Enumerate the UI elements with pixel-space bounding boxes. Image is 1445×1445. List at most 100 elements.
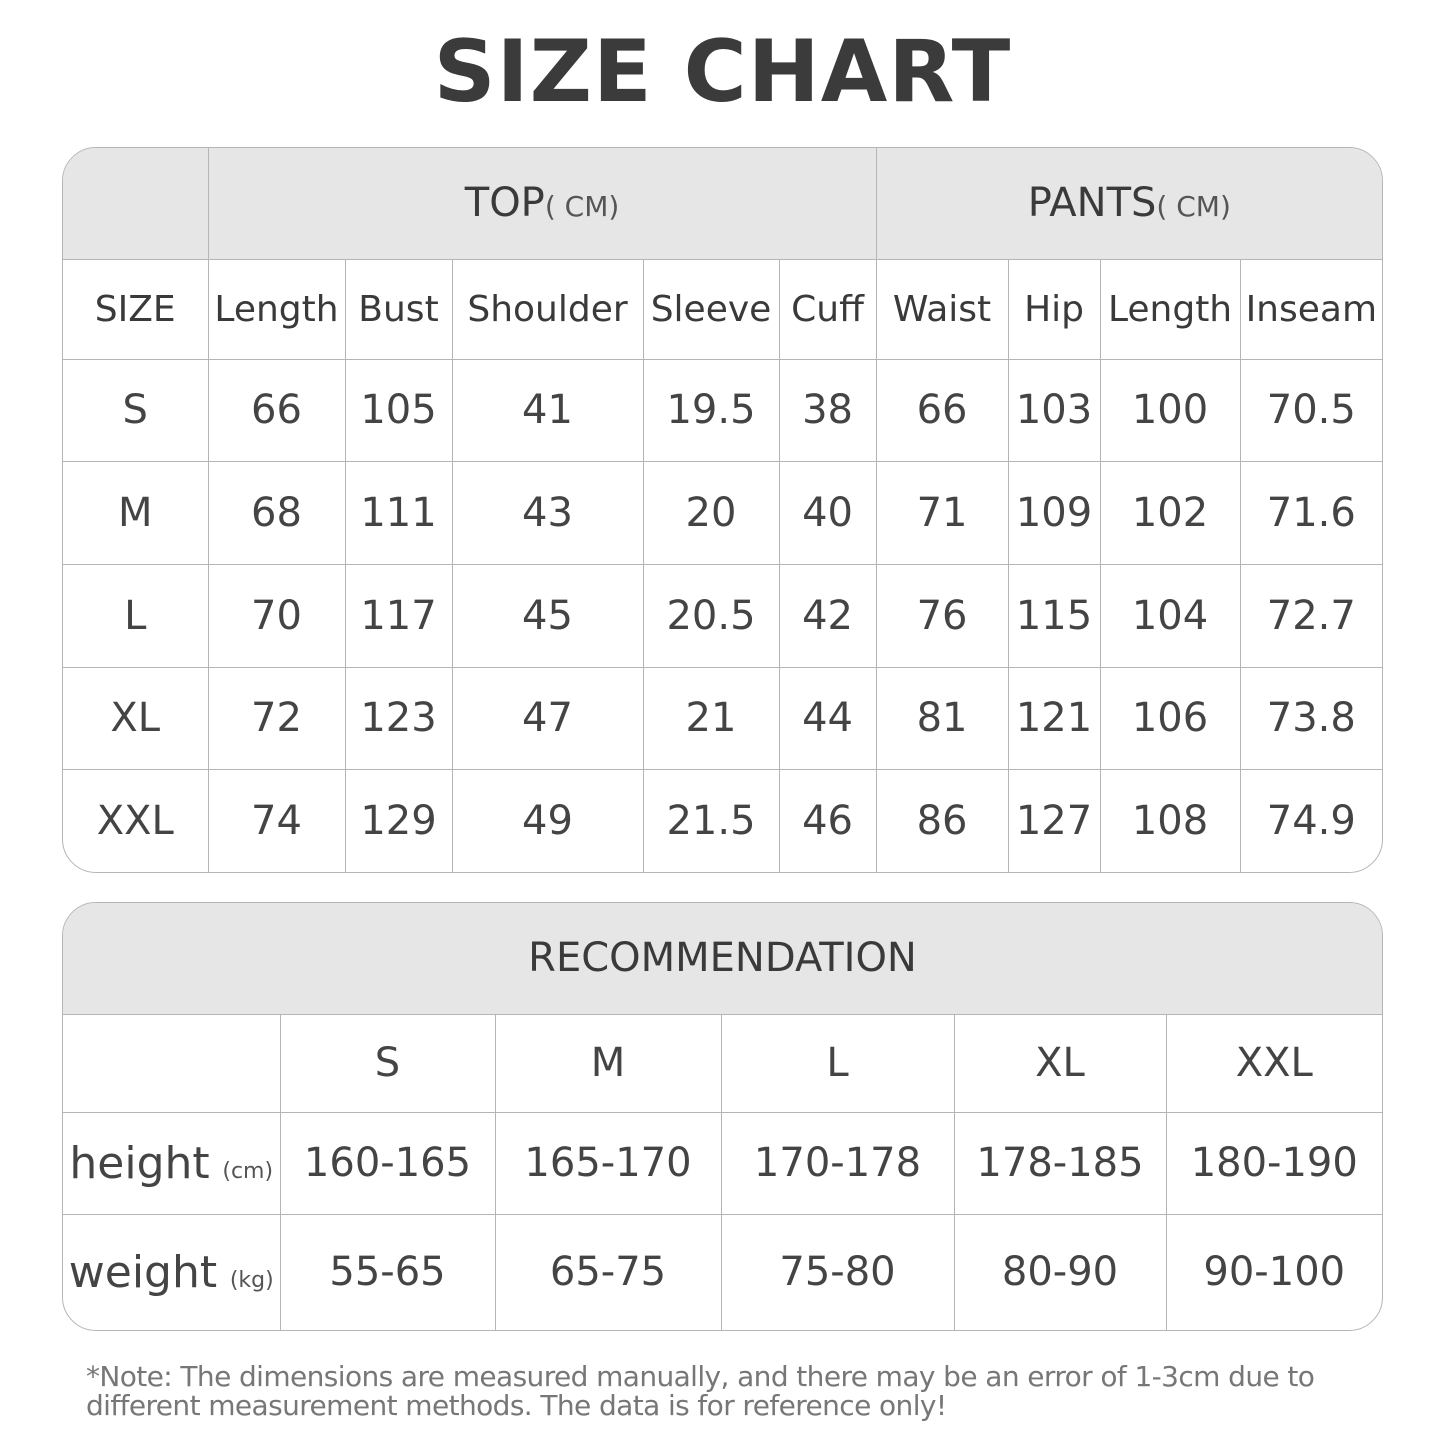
- measurement-cell: 111: [344, 460, 453, 565]
- column-header: Bust: [344, 258, 453, 360]
- measurement-cell: 108: [1099, 768, 1241, 872]
- measurement-cell: 70: [207, 563, 346, 668]
- measurement-cell: 46: [778, 768, 877, 872]
- column-header: SIZE: [63, 258, 209, 360]
- row-label-unit: (kg): [229, 1267, 274, 1293]
- measurement-cell: 72: [207, 666, 346, 770]
- column-header: Cuff: [778, 258, 877, 360]
- size-header: XL: [953, 1013, 1167, 1113]
- size-label: S: [63, 358, 209, 462]
- column-header: Inseam: [1239, 258, 1382, 360]
- range-cell: 165-170: [494, 1111, 722, 1215]
- range-cell: 160-165: [279, 1111, 496, 1215]
- measurement-cell: 66: [875, 358, 1009, 462]
- measurement-cell: 21.5: [642, 768, 780, 872]
- measurement-cell: 102: [1099, 460, 1241, 565]
- range-cell: 180-190: [1165, 1111, 1382, 1215]
- range-cell: 170-178: [720, 1111, 955, 1215]
- measurement-cell: 100: [1099, 358, 1241, 462]
- measurement-cell: 117: [344, 563, 453, 668]
- measurement-cell: 38: [778, 358, 877, 462]
- size-header: XXL: [1165, 1013, 1382, 1113]
- measurement-cell: 127: [1007, 768, 1101, 872]
- measurement-cell: 21: [642, 666, 780, 770]
- column-header: Shoulder: [451, 258, 644, 360]
- table-row: height (cm) 160-165 165-170 170-178 178-185 1…: [63, 1111, 1382, 1215]
- measurement-cell: 41: [451, 358, 644, 462]
- size-table: TOP( CM) PANTS( CM) SIZE Length Bust Should…: [62, 147, 1383, 873]
- measurement-cell: 45: [451, 563, 644, 668]
- column-header: Length: [1099, 258, 1241, 360]
- pants-group-header: PANTS( CM): [875, 148, 1382, 260]
- measurement-cell: 73.8: [1239, 666, 1382, 770]
- empty-cell: [63, 1013, 281, 1113]
- table-row: XXL 74 129 49 21.5 46 86 127 108 74.9: [63, 768, 1382, 872]
- column-header-row: SIZE Length Bust Shoulder Sleeve Cuff Waist Hip…: [63, 258, 1382, 360]
- recommendation-table: RECOMMENDATION S M L XL XXL height (cm) 160-1…: [62, 902, 1383, 1331]
- page-title: SIZE CHART: [433, 22, 1012, 122]
- measurement-cell: 20: [642, 460, 780, 565]
- range-cell: 80-90: [953, 1213, 1167, 1330]
- measurement-cell: 121: [1007, 666, 1101, 770]
- measurement-cell: 19.5: [642, 358, 780, 462]
- range-cell: 178-185: [953, 1111, 1167, 1215]
- size-label: XL: [63, 666, 209, 770]
- measurement-cell: 43: [451, 460, 644, 565]
- range-cell: 75-80: [720, 1213, 955, 1330]
- row-label-text: weight: [68, 1246, 218, 1298]
- measurement-cell: 42: [778, 563, 877, 668]
- measurement-cell: 44: [778, 666, 877, 770]
- top-label: TOP: [464, 180, 545, 227]
- range-cell: 90-100: [1165, 1213, 1382, 1330]
- measurement-cell: 47: [451, 666, 644, 770]
- measurement-cell: 71: [875, 460, 1009, 565]
- column-header: Sleeve: [642, 258, 780, 360]
- pants-unit: ( CM): [1156, 190, 1231, 224]
- row-label: height (cm): [63, 1111, 281, 1215]
- row-label-text: height: [69, 1137, 210, 1189]
- measurement-cell: 71.6: [1239, 460, 1382, 565]
- measurement-cell: 86: [875, 768, 1009, 872]
- footnote: *Note: The dimensions are measured manua…: [86, 1360, 1315, 1422]
- column-header: Hip: [1007, 258, 1101, 360]
- table-row: L 70 117 45 20.5 42 76 115 104 72.7: [63, 563, 1382, 668]
- top-unit: ( CM): [544, 190, 620, 224]
- measurement-cell: 72.7: [1239, 563, 1382, 668]
- size-header: L: [720, 1013, 955, 1113]
- measurement-cell: 81: [875, 666, 1009, 770]
- corner-cell: [63, 148, 209, 260]
- size-label: XXL: [63, 768, 209, 872]
- range-cell: 55-65: [279, 1213, 496, 1330]
- measurement-cell: 68: [207, 460, 346, 565]
- measurement-cell: 103: [1007, 358, 1101, 462]
- row-label-unit: (cm): [222, 1158, 274, 1184]
- measurement-cell: 105: [344, 358, 453, 462]
- column-header: Length: [207, 258, 346, 360]
- measurement-cell: 70.5: [1239, 358, 1382, 462]
- measurement-cell: 40: [778, 460, 877, 565]
- size-header: M: [494, 1013, 722, 1113]
- measurement-cell: 66: [207, 358, 346, 462]
- size-label: L: [63, 563, 209, 668]
- measurement-cell: 115: [1007, 563, 1101, 668]
- measurement-cell: 129: [344, 768, 453, 872]
- measurement-cell: 74: [207, 768, 346, 872]
- table-row: weight (kg) 55-65 65-75 75-80 80-90 90-100: [63, 1213, 1382, 1330]
- recommendation-header: RECOMMENDATION: [63, 903, 1382, 1015]
- measurement-cell: 106: [1099, 666, 1241, 770]
- measurement-cell: 104: [1099, 563, 1241, 668]
- row-label: weight (kg): [63, 1213, 281, 1330]
- size-label: M: [63, 460, 209, 565]
- table-row: XL 72 123 47 21 44 81 121 106 73.8: [63, 666, 1382, 770]
- top-group-header: TOP( CM): [207, 148, 877, 260]
- column-header: Waist: [875, 258, 1009, 360]
- size-header: S: [279, 1013, 496, 1113]
- size-row: S M L XL XXL: [63, 1013, 1382, 1113]
- range-cell: 65-75: [494, 1213, 722, 1330]
- measurement-cell: 49: [451, 768, 644, 872]
- measurement-cell: 76: [875, 563, 1009, 668]
- pants-label: PANTS: [1027, 180, 1157, 227]
- measurement-cell: 109: [1007, 460, 1101, 565]
- table-row: M 68 111 43 20 40 71 109 102 71.6: [63, 460, 1382, 565]
- measurement-cell: 74.9: [1239, 768, 1382, 872]
